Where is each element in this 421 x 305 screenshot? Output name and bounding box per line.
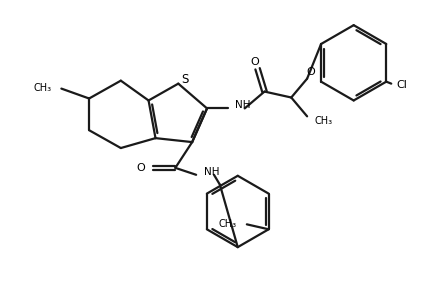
Text: NH: NH [235, 100, 250, 110]
Text: CH₃: CH₃ [314, 116, 332, 126]
Text: O: O [307, 67, 315, 77]
Text: S: S [181, 73, 189, 86]
Text: CH₃: CH₃ [219, 219, 237, 229]
Text: O: O [137, 163, 146, 173]
Text: Cl: Cl [396, 80, 407, 90]
Text: O: O [250, 57, 259, 67]
Text: CH₃: CH₃ [33, 83, 51, 93]
Text: NH: NH [204, 167, 220, 177]
